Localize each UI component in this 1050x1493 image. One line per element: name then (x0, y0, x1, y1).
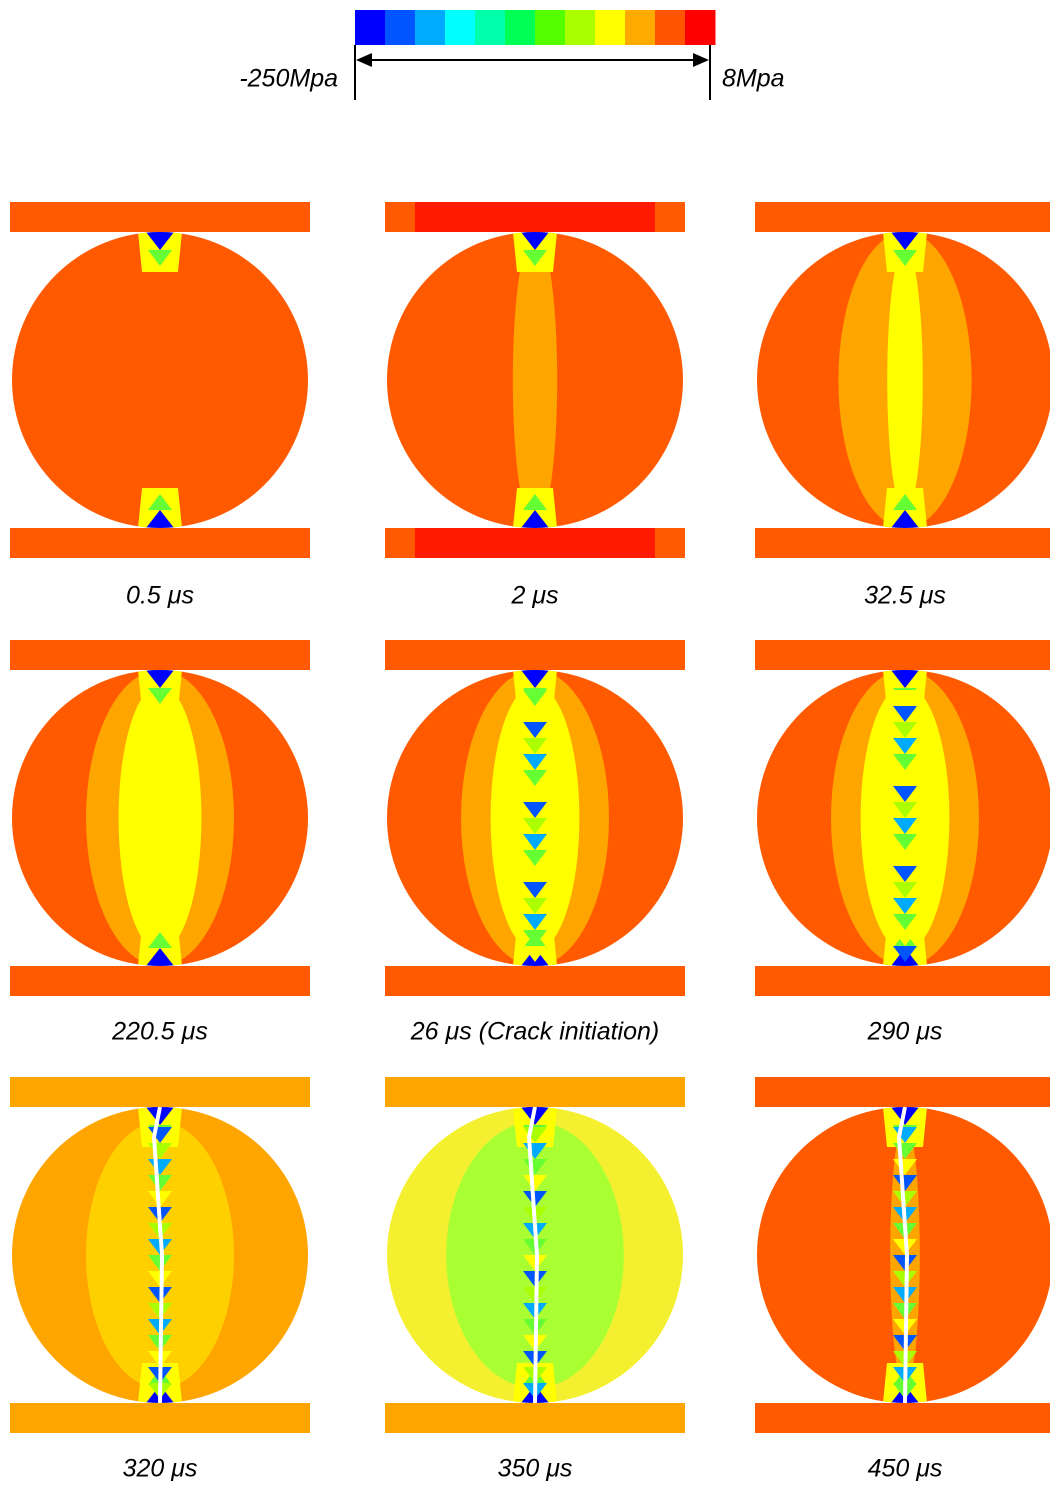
stress-field (838, 232, 971, 528)
platen-bottom (385, 966, 685, 996)
platen-end (385, 528, 415, 558)
platen-bottom (755, 966, 1050, 996)
panel-caption: 350 μs (498, 1455, 573, 1483)
colorbar-swatch (565, 10, 596, 45)
platen-top (10, 640, 310, 670)
stress-core (887, 247, 923, 513)
colorbar-swatch (475, 10, 506, 45)
platen-top (10, 1077, 310, 1107)
colorbar-swatch (655, 10, 686, 45)
platen-bottom (385, 1403, 685, 1433)
platen-top (10, 202, 310, 232)
colorbar-swatch (385, 10, 416, 45)
platen-end (385, 202, 415, 232)
platen-bottom (10, 1403, 310, 1433)
stress-field (402, 1107, 668, 1403)
scale-max-label: 8Mpa (722, 65, 785, 93)
arrow-head (356, 53, 372, 67)
stress-field (831, 670, 979, 966)
colorbar-swatch (505, 10, 536, 45)
platen-bottom (755, 528, 1050, 558)
platen-bottom (385, 528, 685, 558)
platen-top (755, 640, 1050, 670)
scale-min-label: -250Mpa (239, 65, 338, 93)
stress-field (27, 1107, 293, 1403)
stress-field (86, 670, 234, 966)
platen-bottom (10, 966, 310, 996)
platen-top (385, 202, 685, 232)
stress-core (119, 685, 202, 951)
platen-top (755, 1077, 1050, 1107)
platen-bottom (755, 1403, 1050, 1433)
colorbar-swatch (445, 10, 476, 45)
colorbar-swatch (535, 10, 566, 45)
colorbar-swatch (595, 10, 626, 45)
platen-end (655, 202, 685, 232)
platen-top (755, 202, 1050, 232)
panel-caption: 26 μs (Crack initiation) (410, 1018, 660, 1046)
panel-caption: 0.5 μs (126, 582, 194, 610)
platen-top (385, 1077, 685, 1107)
platen-top (385, 640, 685, 670)
stress-field (461, 670, 609, 966)
panel-caption: 450 μs (868, 1455, 943, 1483)
panel-caption: 320 μs (123, 1455, 198, 1483)
stress-band (513, 232, 557, 528)
disk (12, 232, 308, 528)
panel-caption: 2 μs (510, 582, 558, 610)
colorbar-swatch (685, 10, 716, 45)
platen-bottom (10, 528, 310, 558)
panel-caption: 290 μs (867, 1018, 943, 1046)
colorbar-swatch (355, 10, 386, 45)
platen-end (655, 528, 685, 558)
panel-caption: 32.5 μs (864, 582, 946, 610)
stress-field (513, 232, 557, 528)
arrow-head (693, 53, 709, 67)
colorbar-swatch (625, 10, 656, 45)
colorbar-swatch (415, 10, 446, 45)
stress-field (853, 1107, 957, 1403)
panel-caption: 220.5 μs (111, 1018, 208, 1046)
figure: -250Mpa 8Mpa 0.5 μs 2 μs 32.5 μs 220.5 μs 26… (0, 0, 1050, 1488)
